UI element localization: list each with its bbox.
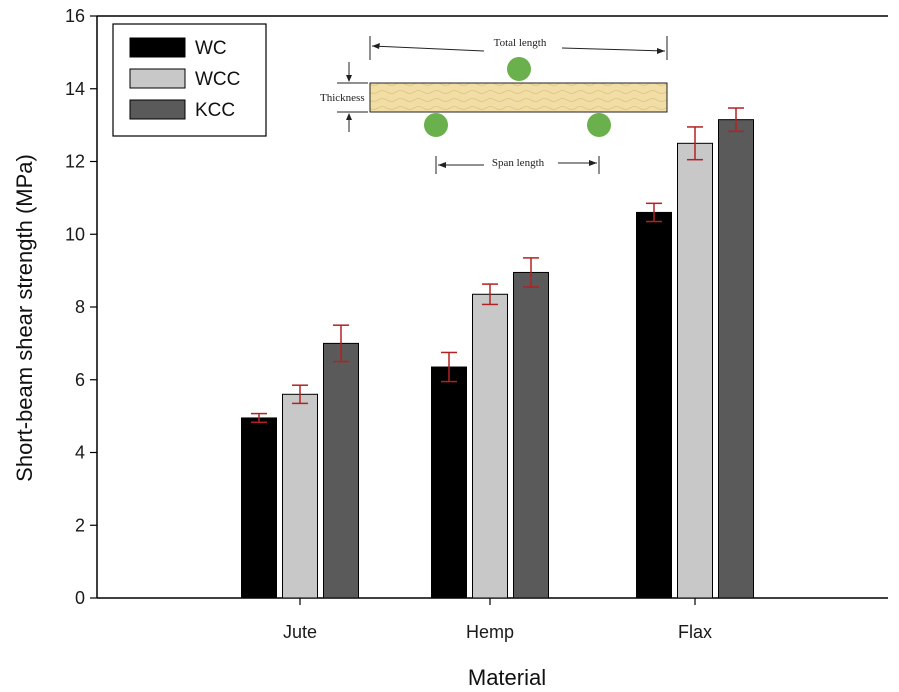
bar-wc-flax <box>636 211 672 599</box>
y-tick-label: 10 <box>65 224 85 244</box>
support-left <box>424 113 448 137</box>
x-tick-label: Hemp <box>466 622 514 642</box>
legend-label-kcc: KCC <box>195 100 235 121</box>
x-tick-label: Jute <box>283 622 317 642</box>
thickness-arrow-top <box>346 75 352 82</box>
support-right <box>587 113 611 137</box>
error-bar <box>333 324 349 363</box>
span-length-label: Span length <box>492 157 545 169</box>
y-tick-label: 14 <box>65 79 85 99</box>
bar-wcc-flax <box>677 142 713 599</box>
y-axis-title: Short-beam shear strength (MPa) <box>12 154 37 482</box>
x-axis-title: Material <box>468 665 546 690</box>
loading-nose <box>507 57 531 81</box>
y-tick-label: 0 <box>75 588 85 608</box>
y-tick-label: 6 <box>75 370 85 390</box>
y-tick-label: 4 <box>75 443 85 463</box>
specimen-schematic: Total length Thickness Span length <box>320 36 668 174</box>
bar-series <box>241 119 754 599</box>
y-tick-label: 2 <box>75 515 85 535</box>
error-bars <box>251 107 744 424</box>
error-bar <box>523 257 539 288</box>
error-bar <box>251 412 267 424</box>
legend-swatch-wc <box>129 37 186 58</box>
legend-items: WC WCC KCC <box>129 37 240 121</box>
bar-wc-jute <box>241 417 277 599</box>
legend-swatch-wcc <box>129 68 186 89</box>
total-length-line-right <box>561 47 666 52</box>
y-tick-label: 16 <box>65 6 85 26</box>
specimen-bar <box>369 82 668 113</box>
error-bar <box>441 351 457 383</box>
x-axis-ticks: Jute Hemp Flax <box>283 598 712 642</box>
y-axis-ticks: 0 2 4 6 8 10 12 14 16 <box>65 6 97 608</box>
legend-swatch-kcc <box>129 99 186 120</box>
total-length-line-left <box>371 45 485 52</box>
total-length-arrow-right <box>657 48 665 54</box>
bar-wc-hemp <box>431 366 467 599</box>
total-length-label: Total length <box>494 37 547 49</box>
thickness-label: Thickness <box>320 92 365 104</box>
legend: WC WCC KCC <box>112 23 267 137</box>
bar-kcc-hemp <box>513 271 549 599</box>
thickness-arrow-bottom <box>346 113 352 120</box>
error-bar <box>646 202 662 223</box>
legend-label-wcc: WCC <box>195 69 240 90</box>
error-bar <box>292 384 308 405</box>
bar-kcc-jute <box>323 342 359 599</box>
span-length-arrow-right <box>589 160 597 166</box>
error-bar <box>482 283 498 306</box>
y-tick-label: 8 <box>75 297 85 317</box>
bar-wcc-hemp <box>472 293 508 599</box>
span-length-arrow-left <box>438 162 446 168</box>
x-tick-label: Flax <box>678 622 712 642</box>
error-bar <box>687 126 703 161</box>
legend-label-wc: WC <box>195 38 227 59</box>
y-tick-label: 12 <box>65 152 85 172</box>
bar-kcc-flax <box>718 119 754 599</box>
error-bar <box>728 107 744 133</box>
total-length-arrow-left <box>372 43 380 49</box>
bar-wcc-jute <box>282 393 318 599</box>
